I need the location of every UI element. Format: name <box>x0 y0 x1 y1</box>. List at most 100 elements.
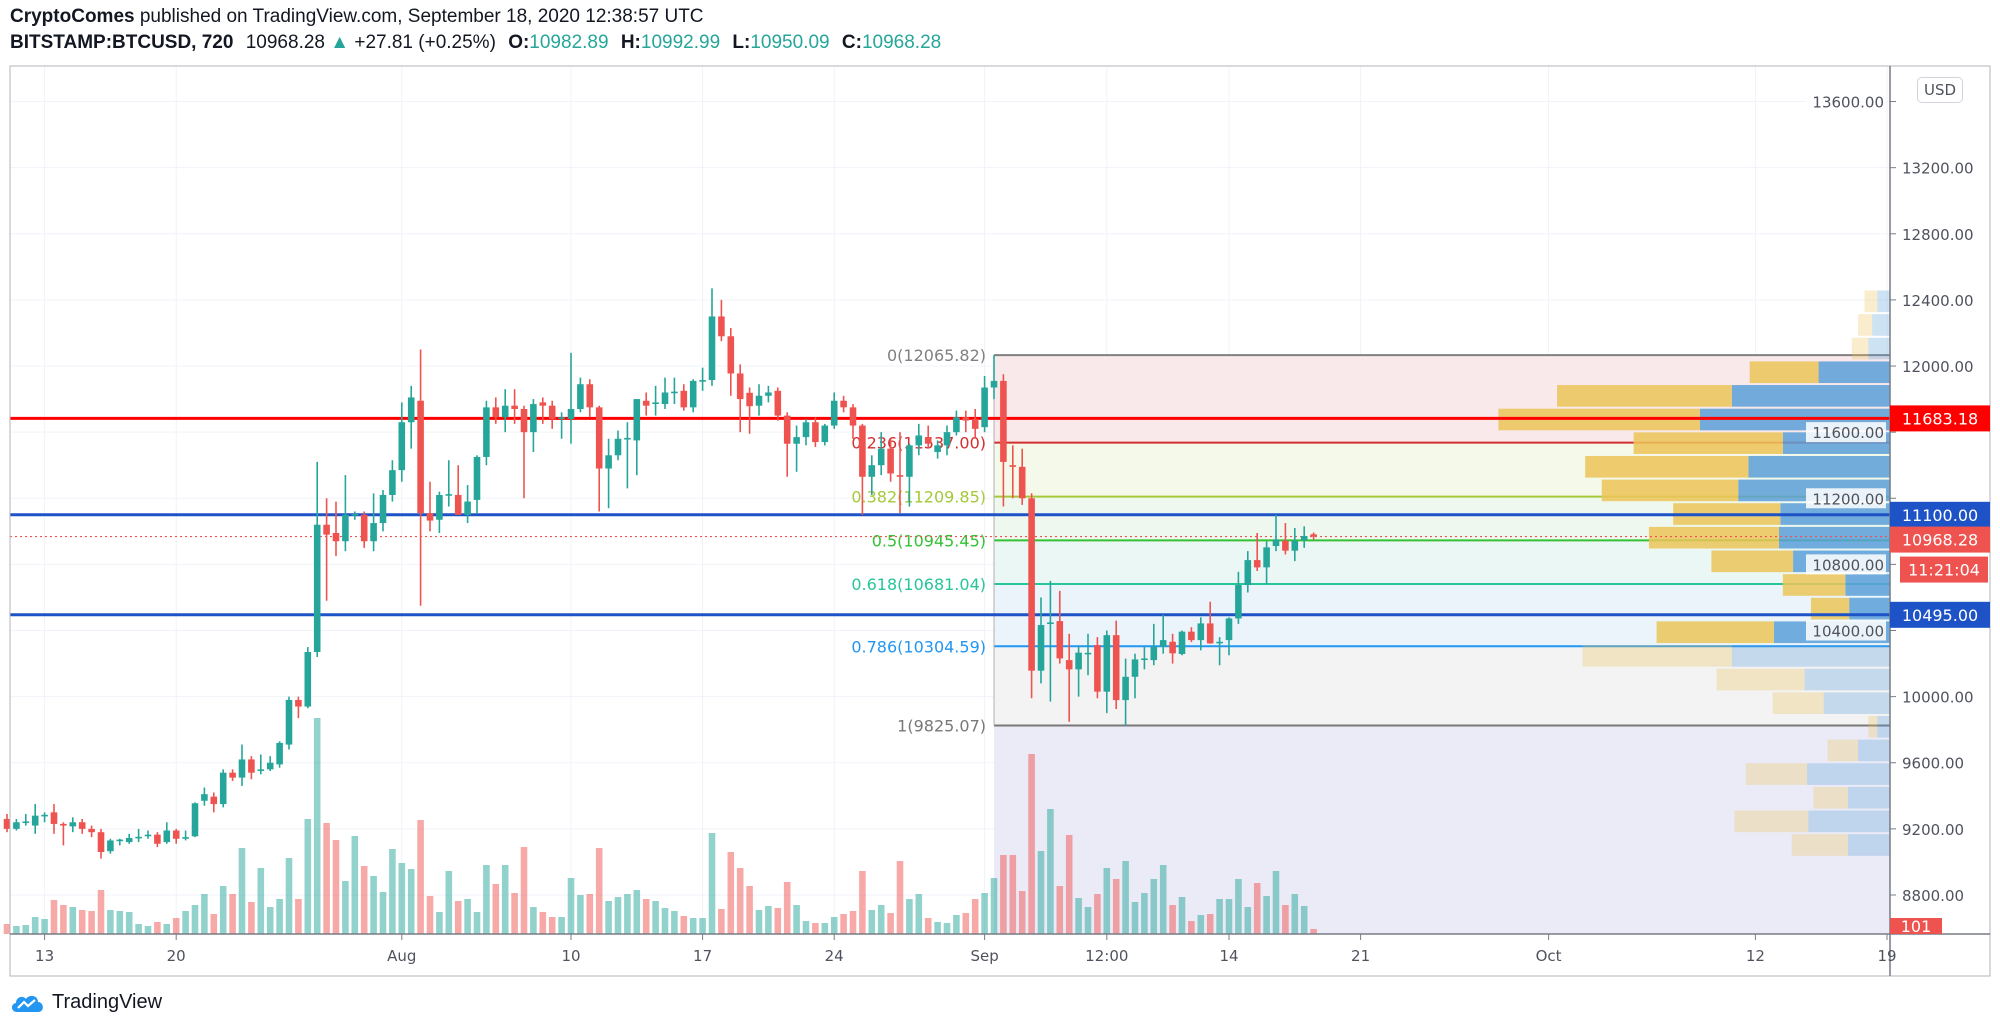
profile-down-bar <box>1748 455 1890 478</box>
volume-bar <box>652 901 659 934</box>
time-tick-label: 12:00 <box>1085 947 1128 965</box>
candle <box>934 440 941 459</box>
candle <box>332 501 340 557</box>
candle-body <box>60 823 67 826</box>
candle <box>906 443 913 507</box>
volume-bar <box>990 878 998 934</box>
price-tick-label: 12400.00 <box>1902 292 1974 310</box>
candle <box>417 349 424 606</box>
volume-bar <box>1244 907 1252 934</box>
volume-bar <box>97 890 105 934</box>
price-axis-labels: 11683.18 11100.00 10495.00 10968.28 11:21:04… <box>1890 405 1990 936</box>
volume-bar <box>868 910 876 934</box>
candle-body <box>1310 534 1317 537</box>
candle-body <box>182 837 189 839</box>
candle <box>107 838 114 854</box>
profile-up-bar <box>1745 763 1808 785</box>
price-change: +27.81 (+0.25%) <box>354 32 496 53</box>
author-name[interactable]: CryptoComes <box>10 6 135 27</box>
volume-bar <box>1188 921 1195 934</box>
candle-body <box>1056 621 1064 659</box>
time-axis[interactable]: 13 20 Aug 10 17 24 Sep 12:00 14 21 Oct 12 19 <box>35 934 1897 965</box>
candle-body <box>464 501 471 515</box>
volume-bar <box>116 911 124 934</box>
volume-bar <box>661 908 669 934</box>
line-price-label-bg <box>1890 501 1990 528</box>
candle-body <box>407 397 415 423</box>
candle-body <box>1065 660 1073 670</box>
profile-up-bar <box>1711 550 1794 573</box>
candle <box>1141 647 1148 670</box>
profile-up-bar <box>1827 739 1859 762</box>
candle <box>1018 448 1026 505</box>
volume-bar <box>548 917 556 934</box>
candle <box>144 830 152 839</box>
candle <box>821 423 829 446</box>
volume-bar <box>915 894 923 934</box>
candle-body <box>116 839 124 842</box>
candle <box>398 402 406 482</box>
candle <box>520 405 528 499</box>
candle <box>896 432 904 514</box>
candle-body <box>191 803 199 837</box>
candle-body <box>1235 585 1242 619</box>
candle <box>708 288 716 386</box>
candle <box>830 392 838 429</box>
volume-bar <box>144 926 152 934</box>
candle-body <box>708 316 716 381</box>
volume-bar <box>877 905 885 934</box>
volume-bar <box>191 905 199 934</box>
high-label: H: <box>620 32 641 53</box>
volume-bar <box>229 894 236 934</box>
currency-button[interactable]: USD <box>1917 77 1963 103</box>
candle-body <box>238 759 246 778</box>
profile-down-bar <box>1731 385 1890 407</box>
horizontal-lines[interactable] <box>10 416 1890 617</box>
profile-up-bar <box>1585 455 1749 478</box>
volume-bar <box>3 924 11 934</box>
candle <box>558 412 565 439</box>
profile-up-bar <box>1601 479 1739 502</box>
candle <box>1216 637 1223 666</box>
candle-body <box>755 395 763 406</box>
volume-label: 101 <box>1901 917 1932 936</box>
volume-bar <box>981 893 988 934</box>
candle-body <box>548 405 556 419</box>
volume-bar <box>699 918 706 934</box>
bar-countdown-label-bg <box>1900 556 1988 583</box>
last-price-label-bg <box>1890 526 1990 553</box>
price-axis[interactable]: 13600.00 13200.00 12800.00 12400.00 12000.00… <box>1806 91 1974 905</box>
volume-bar <box>248 902 255 934</box>
candle <box>511 389 518 424</box>
volume-bar <box>1216 899 1223 934</box>
candle-body <box>699 380 706 382</box>
candle <box>1169 633 1176 664</box>
candle-body <box>953 417 960 433</box>
volume-bar <box>1094 894 1101 934</box>
profile-down-bar <box>1868 337 1890 360</box>
profile-down-bar <box>1877 715 1890 738</box>
publish-info: published on TradingView.com, September … <box>139 6 704 27</box>
fib-level-label: 1(9825.07) <box>897 717 986 736</box>
candle <box>342 475 349 552</box>
candle <box>313 461 321 657</box>
candle-body <box>1009 465 1017 467</box>
candle <box>13 818 20 831</box>
candle <box>426 481 434 532</box>
candle <box>436 491 443 533</box>
candle <box>1206 601 1214 644</box>
candle-body <box>351 513 359 516</box>
candle <box>924 425 932 449</box>
candle <box>943 425 951 456</box>
candle <box>962 410 970 433</box>
ohlc-line: BITSTAMP:BTCUSD, 720 10968.28 ▲ +27.81 (… <box>10 30 941 56</box>
candle <box>501 389 509 433</box>
candle <box>548 400 556 429</box>
profile-up-bar <box>1734 810 1809 833</box>
last-price: 10968.28 <box>245 32 325 53</box>
tradingview-footer[interactable]: TradingView <box>10 991 162 1014</box>
candle-body <box>417 400 424 514</box>
candle <box>793 425 800 472</box>
volume-bar <box>426 896 434 934</box>
